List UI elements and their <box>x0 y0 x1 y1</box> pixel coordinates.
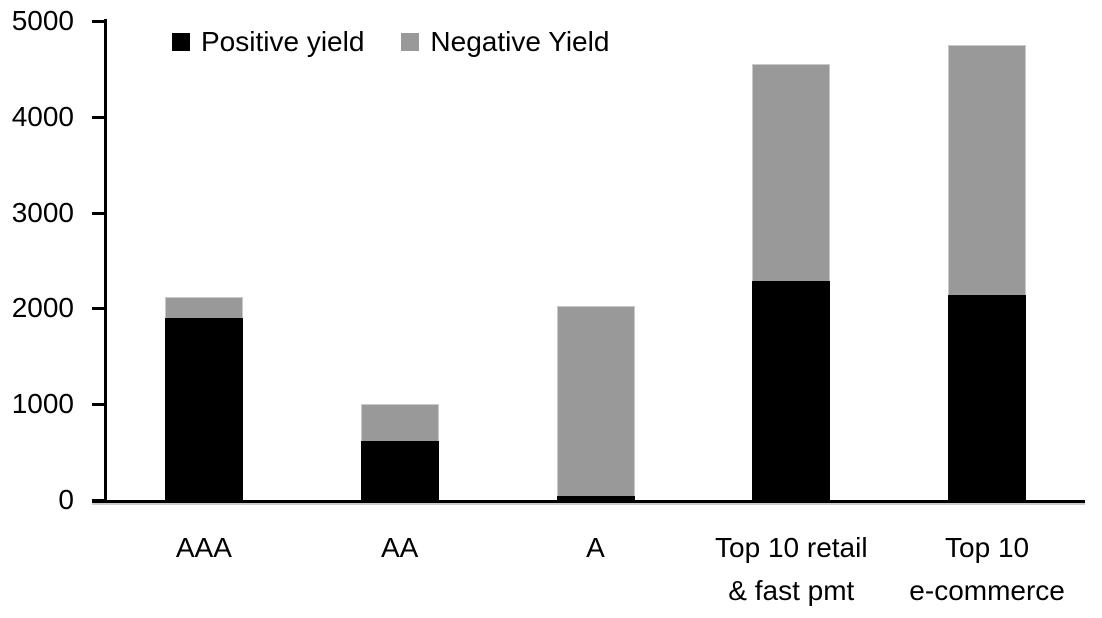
y-tick-label: 3000 <box>11 196 74 228</box>
legend-label-negative-yield: Negative Yield <box>430 26 610 57</box>
category-label: Top 10 retail & fast pmt <box>715 532 868 606</box>
legend-swatch-positive-yield <box>172 33 190 51</box>
y-tick-label: 1000 <box>11 388 74 420</box>
category-label: AA <box>381 532 419 563</box>
bar-segment-positive-yield <box>948 294 1027 500</box>
x-axis-shadow-line <box>92 503 1085 505</box>
y-tick-label: 5000 <box>11 5 74 36</box>
bar-segment-negative-yield <box>164 296 243 318</box>
y-axis-line <box>104 19 107 503</box>
y-axis-tick <box>92 115 105 119</box>
bar-segment-positive-yield <box>752 280 831 500</box>
bar-segment-positive-yield <box>360 440 439 500</box>
bar-segment-negative-yield <box>360 404 439 441</box>
y-axis-tick <box>92 20 105 23</box>
y-axis-tick <box>92 307 105 311</box>
y-tick-label: 2000 <box>11 292 74 324</box>
category-label: Top 10 e-commerce <box>909 532 1065 606</box>
bar-segment-positive-yield <box>556 496 635 500</box>
y-tick-label: 4000 <box>11 100 74 132</box>
legend-label-positive-yield: Positive yield <box>201 26 365 57</box>
category-label: A <box>586 532 605 563</box>
legend-item-positive-yield: Positive yield <box>172 28 364 56</box>
bar-segment-negative-yield <box>948 44 1027 295</box>
bar-segment-negative-yield <box>556 305 635 497</box>
bar-segment-negative-yield <box>752 64 831 281</box>
bar-segment-positive-yield <box>164 317 243 500</box>
legend: Positive yield Negative Yield <box>172 28 609 56</box>
y-axis-tick <box>92 211 105 215</box>
legend-swatch-negative-yield <box>401 33 420 51</box>
y-axis-tick <box>92 499 105 502</box>
x-axis-line <box>92 500 1085 503</box>
legend-item-negative-yield: Negative Yield <box>401 28 609 56</box>
category-label: AAA <box>175 532 232 563</box>
y-tick-label: 0 <box>58 484 74 515</box>
y-axis-tick <box>92 403 105 407</box>
